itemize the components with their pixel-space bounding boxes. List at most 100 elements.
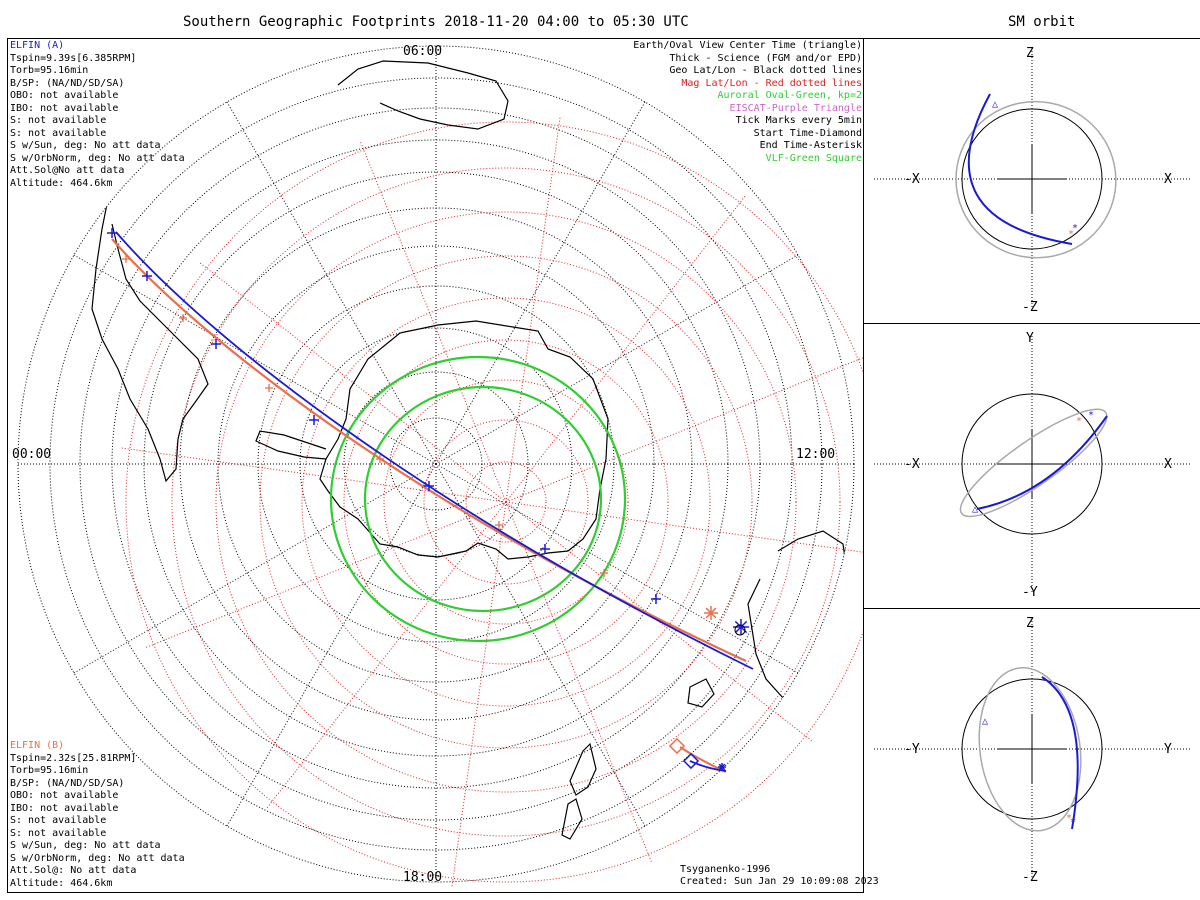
time-label-0000: 00:00 — [12, 447, 52, 462]
elfin-a-info-line: Tspin=9.39s[6.385RPM] — [10, 52, 137, 64]
sm-label-left: -X — [904, 172, 920, 187]
view-center-marker — [734, 624, 746, 636]
geo-meridian — [226, 463, 437, 827]
elfin-a-track-short — [689, 760, 727, 772]
mag-lat-circle — [383, 379, 629, 625]
sm-orbit-a — [1041, 676, 1079, 830]
sm-start-a: △ — [972, 504, 978, 515]
geo-meridian — [435, 101, 646, 465]
polar-map-svg — [17, 45, 893, 889]
track-markers — [107, 228, 749, 771]
auroral-oval-inner — [363, 385, 603, 613]
mag-grid — [119, 115, 893, 889]
elfin-b-info-line: IBO: not available — [10, 802, 119, 814]
elfin-b-track-short — [679, 746, 727, 773]
elfin-a-info-line: B/SP: (NA/ND/SD/SA) — [10, 77, 125, 89]
coastline — [747, 530, 851, 708]
geo-meridian — [435, 463, 646, 827]
elfin-a-info-line: IBO: not available — [10, 102, 119, 114]
elfin-b-info-line: B/SP: (NA/ND/SD/SA) — [10, 777, 125, 789]
elfin-a-track — [115, 231, 754, 670]
legend-entry: End Time-Asterisk — [759, 140, 862, 151]
elfin-b-info-line: Torb=95.16min — [10, 765, 89, 776]
elfin-b-start-diamond — [668, 737, 686, 755]
mag-lat-circle — [301, 297, 711, 707]
elfin-a-end-asterisk — [734, 620, 748, 634]
coastline — [561, 798, 583, 840]
mag-meridian — [359, 140, 507, 503]
auroral-oval-outer — [329, 355, 627, 643]
geo-lat-circle — [79, 107, 793, 821]
sm-orbit-a — [976, 415, 1108, 510]
mag-lat-circle — [465, 461, 547, 543]
elfin-b-info: ELFIN (B) Tspin=2.32s[25.81RPM] Torb=95.16… — [10, 740, 185, 890]
mag-lat-circle — [343, 339, 669, 665]
sm-label-right: X — [1164, 172, 1172, 187]
geo-meridian — [73, 463, 437, 674]
elfin-b-info-line: ELFIN (B) — [10, 740, 65, 751]
geo-lat-circle — [49, 77, 823, 851]
sm-earth-circle — [961, 393, 1103, 535]
coastline — [569, 742, 597, 796]
sm-end-b: * — [1066, 813, 1072, 824]
elfin-b-end-asterisk — [705, 607, 717, 619]
elfin-a-info-line: S w/OrbNorm, deg: No att data — [10, 152, 185, 164]
sm-earth-circle — [961, 678, 1103, 820]
elfin-a-info-line: S w/Sun, deg: No att data — [10, 140, 161, 151]
auroral-oval — [329, 355, 627, 643]
mag-meridian — [505, 501, 814, 743]
sm-start-a: △ — [992, 99, 998, 110]
time-label-1200: 12:00 — [796, 447, 836, 462]
sm-label-left: -Y — [904, 742, 920, 757]
elfin-a-info-line: ELFIN (A) — [10, 40, 65, 51]
legend-entry: Thick - Science (FGM and/or EPD) — [669, 52, 862, 64]
mag-lat-circle — [171, 167, 841, 837]
elfin-b-info-line: S w/Sun, deg: No att data — [10, 840, 161, 851]
sm-label-top: Z — [1026, 46, 1034, 61]
mag-meridian — [505, 115, 561, 503]
model-label: Tsyganenko-1996 — [680, 864, 771, 875]
sm-label-bottom: -Y — [1022, 585, 1038, 600]
elfin-b-info-line: S: not available — [10, 815, 107, 826]
mag-lat-circle — [215, 211, 797, 793]
mag-lat-circle — [259, 255, 753, 749]
elfin-b-info-line: S w/OrbNorm, deg: No att data — [10, 852, 185, 864]
mag-meridian — [451, 501, 507, 889]
coastline — [319, 320, 609, 560]
legend-entry: Tick Marks every 5min — [735, 115, 862, 126]
mag-meridian — [505, 194, 747, 503]
mag-meridian — [505, 501, 893, 557]
sm-label-right: Y — [1164, 742, 1172, 757]
coastline — [91, 198, 209, 483]
coastline — [255, 430, 327, 460]
mag-meridian — [144, 501, 507, 649]
sm-panel-yz: Z -Z -Y Y △ * * — [864, 608, 1200, 895]
sm-label-bottom: -Z — [1022, 870, 1038, 885]
sm-end-a: * — [1088, 410, 1094, 421]
sm-label-left: -X — [904, 457, 920, 472]
sm-earth-circle — [961, 108, 1103, 250]
geo-meridian — [226, 101, 437, 465]
time-label-1800: 18:00 — [403, 870, 443, 885]
sm-label-right: X — [1164, 457, 1172, 472]
sm-end-a: * — [1072, 223, 1078, 234]
sm-panel-xz: Z -Z -X X △ * * — [864, 38, 1200, 325]
mag-meridian — [505, 501, 653, 864]
sm-end-a: * — [1070, 817, 1076, 828]
sm-label-bottom: -Z — [1022, 300, 1038, 315]
legend-entry: Earth/Oval View Center Time (triangle) — [633, 40, 862, 51]
time-label-0600: 06:00 — [403, 44, 443, 59]
elfin-a-info-line: S: not available — [10, 115, 107, 126]
legend-entry: Start Time-Diamond — [753, 127, 862, 139]
legend-entry: VLF-Green Square — [765, 152, 862, 164]
geo-meridian — [435, 463, 799, 674]
elfin-b-info-line: S: not available — [10, 827, 107, 839]
legend-entry: Geo Lat/Lon - Black dotted lines — [669, 65, 862, 76]
sm-orbit-title: SM orbit — [1008, 14, 1076, 30]
coastlines — [91, 60, 851, 840]
map-title: Southern Geographic Footprints 2018-11-2… — [183, 14, 689, 30]
geo-lat-circle — [343, 371, 529, 557]
sm-orbit-a — [967, 93, 1073, 245]
sm-end-b: * — [1076, 416, 1082, 427]
elfin-a-info-line: OBO: not available — [10, 90, 119, 101]
